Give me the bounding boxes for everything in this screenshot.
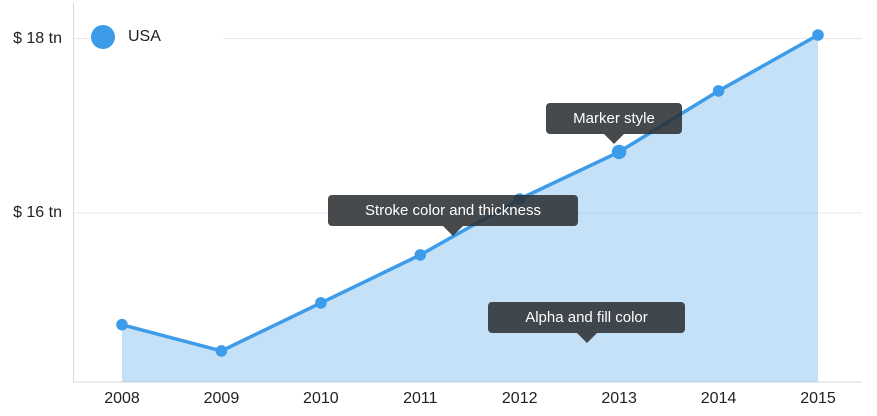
x-axis-label-2012: 2012 — [501, 390, 538, 407]
legend-marker-icon — [91, 25, 115, 49]
x-axis-label-2013: 2013 — [601, 390, 637, 407]
series-area-fill — [122, 35, 818, 382]
data-point-marker-2015[interactable] — [812, 29, 824, 41]
x-axis-label-2008: 2008 — [104, 390, 140, 407]
x-axis-label-2010: 2010 — [303, 390, 339, 407]
data-point-marker-2013[interactable] — [611, 144, 627, 160]
data-point-marker-2011[interactable] — [414, 249, 427, 261]
data-point-marker-2008[interactable] — [116, 318, 128, 331]
x-axis-label-2015: 2015 — [800, 390, 836, 407]
annotation-stroke-color-thickness: Stroke color and thickness — [328, 195, 578, 236]
y-axis-label-16: $ 16 tn — [13, 204, 62, 221]
x-axis-label-2014: 2014 — [700, 390, 737, 407]
y-axis-label-18: $ 18 tn — [13, 29, 62, 47]
series-line[interactable] — [120, 33, 820, 353]
legend[interactable]: USA — [90, 23, 223, 51]
data-point-marker-2010[interactable] — [315, 297, 327, 309]
annotation-alpha-fill-color: Alpha and fill color — [488, 302, 685, 343]
data-point-marker-2014[interactable] — [712, 85, 725, 97]
legend-series-label: USA — [128, 28, 161, 45]
annotation-marker-style: Marker style — [546, 103, 682, 144]
x-axis-label-2011: 2011 — [403, 390, 438, 407]
data-point-marker-2009[interactable] — [215, 345, 228, 357]
x-axis-label-2009: 2009 — [203, 390, 240, 407]
